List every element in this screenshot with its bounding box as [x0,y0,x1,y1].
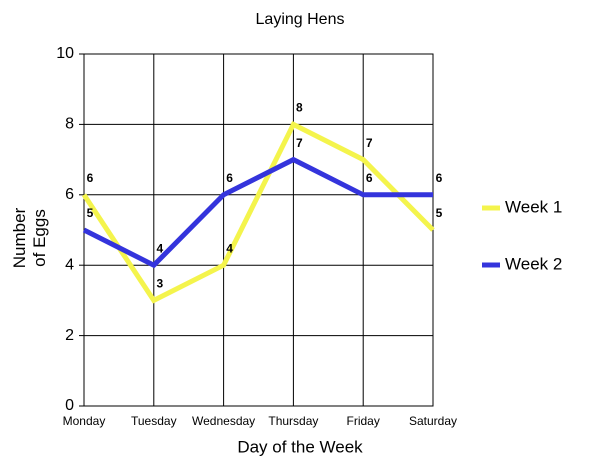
data-label: 5 [87,206,94,220]
data-label: 6 [436,171,443,185]
legend-label: Week 1 [505,197,562,216]
y-tick-label: 4 [65,256,74,273]
legend-label: Week 2 [505,254,562,273]
y-tick-label: 8 [65,116,74,133]
x-tick-label: Tuesday [131,414,177,428]
x-tick-label: Thursday [268,414,318,428]
plot-area [83,53,434,407]
data-label: 7 [366,136,373,150]
x-tick-label: Wednesday [192,414,255,428]
x-axis-label: Day of the Week [237,437,363,456]
data-label: 8 [296,101,303,115]
chart-title: Laying Hens [256,11,345,28]
series-line [82,156,433,269]
data-label: 4 [226,241,233,255]
data-label: 6 [87,171,94,185]
series-line [81,121,435,304]
y-tick-label: 0 [65,397,74,414]
y-tick-label: 6 [65,186,74,203]
data-label: 6 [366,171,373,185]
data-label: 5 [436,206,443,220]
data-label: 6 [226,171,233,185]
y-tick-label: 10 [56,45,74,62]
x-tick-label: Monday [63,414,106,428]
x-tick-label: Friday [347,414,380,428]
data-label: 3 [156,277,163,291]
y-tick-label: 2 [65,327,74,344]
data-label: 7 [296,136,303,150]
y-axis-label: Number of Eggs [10,207,49,269]
x-tick-label: Saturday [409,414,457,428]
data-label: 4 [156,241,163,255]
